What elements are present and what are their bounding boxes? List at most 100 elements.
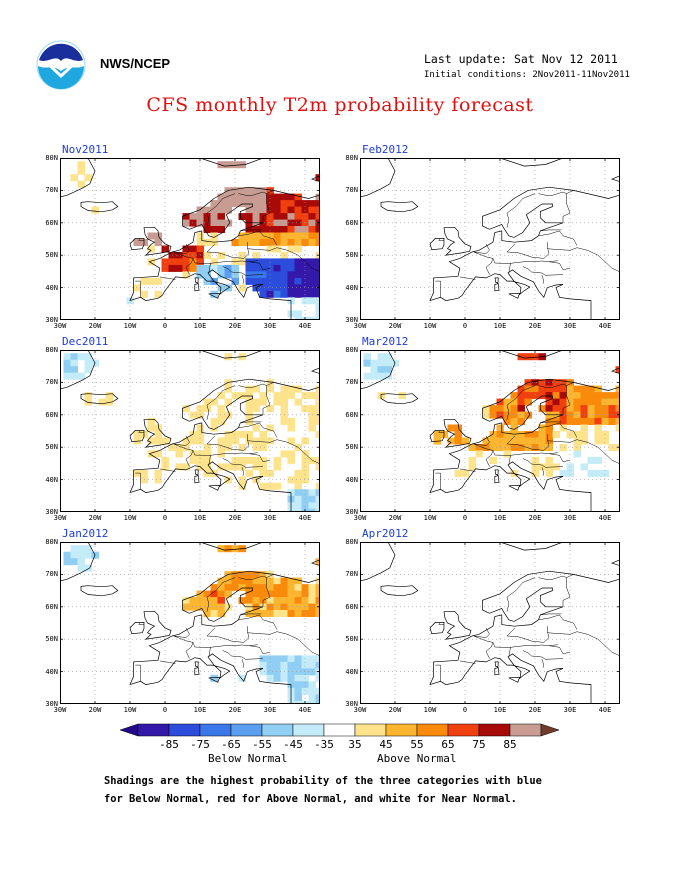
prob-cell [587, 456, 595, 464]
prob-cell [252, 252, 260, 259]
prob-cell [175, 252, 183, 259]
prob-cell [252, 405, 260, 413]
prob-cell [294, 681, 302, 689]
lat-tick-label: 60N [45, 218, 58, 227]
lon-tick-label: 10W [423, 706, 437, 714]
prob-cell [587, 405, 595, 413]
prob-cell [580, 405, 588, 413]
prob-cell [531, 353, 539, 361]
prob-cell [154, 469, 162, 477]
prob-cell [531, 469, 539, 477]
map-nov2011 [60, 158, 320, 320]
prob-cell [315, 489, 320, 497]
prob-cell [517, 392, 525, 400]
prob-cell [301, 681, 309, 689]
prob-cell [531, 437, 539, 445]
prob-cell [294, 213, 302, 221]
prob-cell [587, 418, 595, 425]
prob-cell [273, 264, 281, 272]
prob-cell [301, 213, 309, 221]
prob-cell [210, 584, 218, 592]
prob-cell [587, 411, 595, 419]
prob-cell [259, 277, 267, 285]
prob-cell [475, 444, 483, 451]
prob-cell [377, 372, 385, 380]
lon-tick-label: 30E [563, 706, 577, 714]
prob-cell [545, 456, 553, 464]
prob-cell [77, 545, 85, 553]
prob-cell [545, 392, 553, 400]
prob-cell [370, 359, 378, 367]
prob-cell [468, 456, 476, 464]
prob-cell [315, 463, 320, 471]
prob-cell [308, 226, 316, 233]
prob-cell [259, 398, 267, 406]
prob-cell [294, 482, 302, 490]
prob-cell [601, 411, 609, 419]
prob-cell [545, 444, 553, 451]
prob-cell [266, 226, 274, 233]
prob-cell [566, 385, 574, 393]
prob-cell [608, 398, 616, 406]
lon-tick-label: 0 [462, 322, 468, 330]
prob-cell [287, 418, 295, 425]
prob-cell [182, 264, 190, 272]
prob-cell [315, 418, 320, 425]
prob-cell [517, 418, 525, 425]
prob-cell [273, 655, 281, 663]
prob-cell [280, 206, 288, 214]
prob-cell [245, 187, 253, 195]
prob-cell [308, 297, 316, 305]
prob-cell [217, 200, 225, 208]
prob-cell [294, 245, 302, 253]
legend-swatch [354, 723, 387, 737]
prob-cell [308, 700, 316, 704]
lat-tick-label: 30N [45, 700, 58, 708]
prob-cell [189, 411, 197, 419]
prob-cell [147, 418, 155, 425]
prob-cell [259, 392, 267, 400]
prob-cell [315, 200, 320, 208]
prob-cell [538, 463, 546, 471]
prob-cell [238, 584, 246, 592]
prob-cell [315, 502, 320, 510]
prob-cell [594, 424, 602, 432]
map-frame [360, 350, 620, 512]
map-apr2012 [360, 542, 620, 704]
prob-cell [252, 193, 260, 201]
prob-cell [559, 398, 567, 406]
lat-tick-label: 40N [345, 475, 358, 484]
prob-cell [308, 271, 316, 279]
prob-cell [147, 245, 155, 253]
prob-cell [231, 193, 239, 201]
prob-cell [601, 469, 609, 477]
prob-cell [203, 239, 211, 246]
prob-cell [133, 239, 141, 246]
prob-cell [224, 385, 232, 393]
prob-cell [315, 277, 320, 285]
map-panel-mar2012: Mar2012 80N 70N 60N 50N 40N 30N 30W 20W 10W 0 10E 2… [345, 335, 620, 522]
prob-cell [301, 489, 309, 497]
prob-cell [608, 411, 616, 419]
prob-cell [245, 610, 253, 617]
lon-tick-label: 20W [88, 706, 102, 714]
prob-cell [287, 193, 295, 201]
prob-cell [301, 200, 309, 208]
legend-swatch [292, 723, 325, 737]
coastlines [360, 350, 620, 512]
prob-cell [287, 603, 295, 611]
prob-cell [182, 437, 190, 445]
lon-tick-label: 10W [423, 514, 437, 522]
prob-cell [580, 431, 588, 438]
prob-cell [154, 476, 162, 484]
prob-cell [273, 206, 281, 214]
note-line: Shadings are the highest probability of … [104, 775, 542, 787]
legend-arrow-right [540, 723, 560, 737]
prob-cell [245, 431, 253, 438]
prob-cell [510, 405, 518, 413]
lon-tick-label: 10W [123, 322, 137, 330]
probability-cells [63, 545, 320, 704]
prob-cell [294, 226, 302, 233]
prob-cell [301, 603, 309, 611]
prob-cell [259, 258, 267, 266]
